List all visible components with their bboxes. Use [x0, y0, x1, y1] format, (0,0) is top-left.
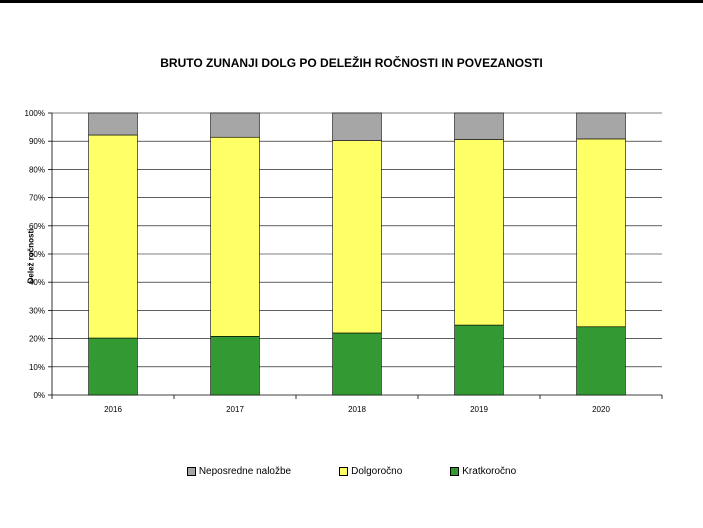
y-tick-label: 90%	[29, 137, 45, 146]
bar-kratkoro-no-2018	[332, 332, 382, 396]
x-tick-label: 2016	[104, 405, 122, 414]
legend-label-dolgorocno: Dolgoročno	[351, 466, 403, 477]
y-tick-label: 70%	[29, 194, 45, 203]
legend-item-dolgorocno: Dolgoročno	[339, 466, 402, 477]
chart-title: BRUTO ZUNANJI DOLG PO DELEŽIH ROČNOSTI I…	[160, 56, 543, 70]
y-tick-label: 80%	[29, 165, 45, 174]
legend-swatch-kratkorocno	[450, 467, 460, 476]
y-tick-label: 60%	[29, 222, 45, 231]
legend-label-neposredne: Neposredne naložbe	[198, 466, 292, 477]
bar-dolgoro-no-2016	[88, 134, 138, 339]
bar-neposredne-nalo-be-2020	[576, 112, 626, 140]
bar-dolgoro-no-2018	[332, 140, 382, 334]
bar-neposredne-nalo-be-2019	[454, 112, 504, 140]
legend-swatch-neposredne	[186, 467, 196, 476]
bar-kratkoro-no-2017	[210, 336, 260, 396]
y-tick-label: 40%	[29, 278, 45, 287]
x-tick-label: 2017	[226, 405, 244, 414]
bar-kratkoro-no-2020	[576, 326, 626, 396]
bar-neposredne-nalo-be-2017	[210, 112, 260, 138]
bar-neposredne-nalo-be-2016	[88, 112, 138, 136]
y-tick-label: 20%	[29, 335, 45, 344]
y-tick-label: 100%	[25, 109, 45, 118]
x-tick-label: 2019	[470, 405, 488, 414]
y-tick-label: 30%	[29, 306, 45, 315]
x-tick-label: 2018	[348, 405, 366, 414]
legend-item-kratkorocno: Kratkoročno	[450, 466, 516, 477]
bar-dolgoro-no-2019	[454, 139, 504, 326]
chart-legend: Neposredne naložbe Dolgoročno Kratkoročn…	[0, 466, 703, 477]
top-border-line	[0, 0, 703, 3]
x-tick-label: 2020	[592, 405, 610, 414]
legend-label-kratkorocno: Kratkoročno	[462, 466, 517, 477]
bar-kratkoro-no-2019	[454, 324, 504, 396]
legend-item-neposredne: Neposredne naložbe	[186, 466, 292, 477]
bar-dolgoro-no-2020	[576, 138, 626, 328]
y-tick-label: 10%	[29, 363, 45, 372]
bar-kratkoro-no-2016	[88, 337, 138, 396]
bar-dolgoro-no-2017	[210, 136, 260, 337]
legend-swatch-dolgorocno	[339, 467, 349, 476]
y-tick-label: 0%	[33, 391, 45, 400]
y-tick-label: 50%	[29, 250, 45, 259]
bar-neposredne-nalo-be-2018	[332, 112, 382, 141]
